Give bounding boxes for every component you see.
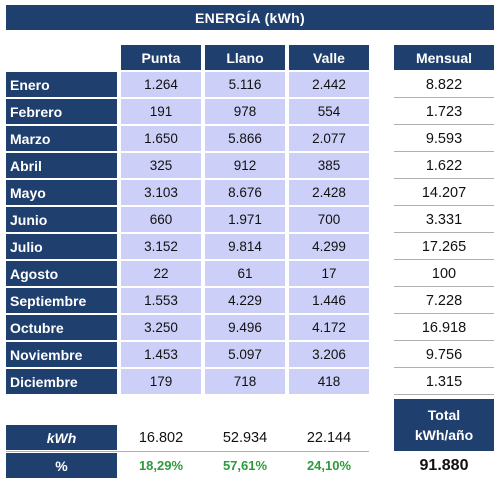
- percent-row-label: %: [6, 453, 117, 478]
- cell-llano: 5.116: [205, 72, 285, 97]
- mensual-row-divider: [394, 394, 494, 395]
- mensual-row-divider: [394, 124, 494, 125]
- row-month-label: Septiembre: [6, 288, 117, 313]
- cell-llano: 1.971: [205, 207, 285, 232]
- cell-llano: 9.496: [205, 315, 285, 340]
- percent-llano: 57,61%: [205, 453, 285, 478]
- mensual-row-divider: [394, 313, 494, 314]
- cell-llano: 718: [205, 369, 285, 394]
- cell-mensual: 100: [394, 261, 494, 286]
- totals-divider: [6, 451, 369, 452]
- row-month-label: Abril: [6, 153, 117, 178]
- cell-punta: 1.264: [121, 72, 201, 97]
- total-kwh-year-value: 91.880: [394, 453, 494, 479]
- cell-mensual: 7.228: [394, 288, 494, 313]
- cell-llano: 912: [205, 153, 285, 178]
- cell-mensual: 1.723: [394, 99, 494, 124]
- cell-punta: 3.250: [121, 315, 201, 340]
- cell-valle: 385: [289, 153, 369, 178]
- mensual-row-divider: [394, 259, 494, 260]
- kwh-row-label: kWh: [6, 425, 117, 450]
- cell-valle: 1.446: [289, 288, 369, 313]
- cell-valle: 17: [289, 261, 369, 286]
- total-kwh-year-label: Total kWh/año: [394, 399, 494, 451]
- mensual-row-divider: [394, 205, 494, 206]
- cell-punta: 179: [121, 369, 201, 394]
- total-label-line1: Total: [427, 407, 461, 423]
- percent-punta: 18,29%: [121, 453, 201, 478]
- kwh-total-llano: 52.934: [205, 425, 285, 450]
- cell-punta: 3.152: [121, 234, 201, 259]
- cell-mensual: 14.207: [394, 180, 494, 205]
- mensual-row-divider: [394, 286, 494, 287]
- cell-punta: 191: [121, 99, 201, 124]
- cell-mensual: 1.622: [394, 153, 494, 178]
- cell-mensual: 17.265: [394, 234, 494, 259]
- mensual-row-divider: [394, 151, 494, 152]
- cell-mensual: 1.315: [394, 369, 494, 394]
- cell-mensual: 3.331: [394, 207, 494, 232]
- cell-llano: 9.814: [205, 234, 285, 259]
- cell-mensual: 9.593: [394, 126, 494, 151]
- cell-valle: 4.299: [289, 234, 369, 259]
- column-header-mensual: Mensual: [394, 45, 494, 70]
- mensual-row-divider: [394, 340, 494, 341]
- column-header-llano: Llano: [205, 45, 285, 70]
- cell-valle: 700: [289, 207, 369, 232]
- column-header-valle: Valle: [289, 45, 369, 70]
- row-month-label: Junio: [6, 207, 117, 232]
- cell-punta: 22: [121, 261, 201, 286]
- cell-mensual: 16.918: [394, 315, 494, 340]
- row-month-label: Agosto: [6, 261, 117, 286]
- row-month-label: Diciembre: [6, 369, 117, 394]
- cell-llano: 978: [205, 99, 285, 124]
- cell-mensual: 9.756: [394, 342, 494, 367]
- mensual-row-divider: [394, 178, 494, 179]
- mensual-row-divider: [394, 367, 494, 368]
- row-month-label: Enero: [6, 72, 117, 97]
- cell-valle: 418: [289, 369, 369, 394]
- cell-valle: 2.428: [289, 180, 369, 205]
- cell-punta: 1.650: [121, 126, 201, 151]
- table-title: ENERGÍA (kWh): [6, 5, 494, 30]
- row-month-label: Noviembre: [6, 342, 117, 367]
- cell-punta: 3.103: [121, 180, 201, 205]
- total-label-line2: kWh/año: [414, 427, 474, 443]
- row-month-label: Octubre: [6, 315, 117, 340]
- mensual-row-divider: [394, 97, 494, 98]
- cell-llano: 5.097: [205, 342, 285, 367]
- cell-llano: 61: [205, 261, 285, 286]
- cell-punta: 1.553: [121, 288, 201, 313]
- cell-mensual: 8.822: [394, 72, 494, 97]
- column-header-punta: Punta: [121, 45, 201, 70]
- row-month-label: Marzo: [6, 126, 117, 151]
- kwh-total-valle: 22.144: [289, 425, 369, 450]
- cell-valle: 3.206: [289, 342, 369, 367]
- cell-llano: 8.676: [205, 180, 285, 205]
- kwh-total-punta: 16.802: [121, 425, 201, 450]
- row-month-label: Febrero: [6, 99, 117, 124]
- cell-valle: 4.172: [289, 315, 369, 340]
- cell-llano: 5.866: [205, 126, 285, 151]
- cell-llano: 4.229: [205, 288, 285, 313]
- cell-punta: 325: [121, 153, 201, 178]
- mensual-row-divider: [394, 232, 494, 233]
- cell-valle: 554: [289, 99, 369, 124]
- percent-valle: 24,10%: [289, 453, 369, 478]
- row-month-label: Mayo: [6, 180, 117, 205]
- cell-valle: 2.077: [289, 126, 369, 151]
- row-month-label: Julio: [6, 234, 117, 259]
- cell-punta: 1.453: [121, 342, 201, 367]
- cell-punta: 660: [121, 207, 201, 232]
- cell-valle: 2.442: [289, 72, 369, 97]
